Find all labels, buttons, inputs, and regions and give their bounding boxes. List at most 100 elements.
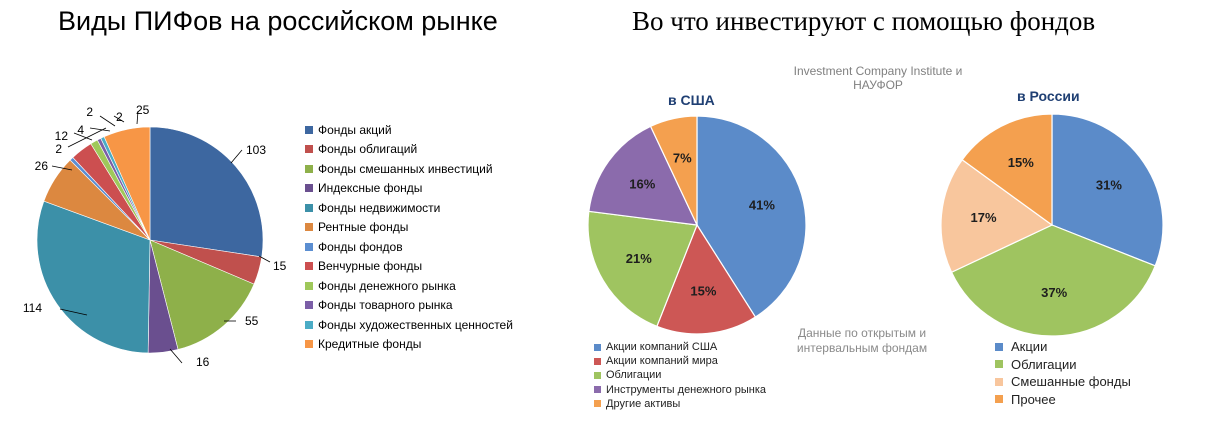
pif-types-data-label-9: 2 (86, 105, 93, 119)
usa-legend-item-облигации: Облигации (594, 368, 766, 382)
pif-types-leader-3 (169, 348, 183, 364)
russia-slice-акции (1051, 113, 1164, 267)
legend-label: Другие активы (606, 397, 681, 410)
usa-slice-акции-компаний-мира (656, 223, 757, 335)
usa-data-label-3: 16% (629, 177, 655, 192)
legend-label: Облигации (1011, 356, 1077, 372)
usa-slice-акции-компаний-сша (696, 115, 807, 318)
legend-label: Фонды денежного рынка (318, 278, 456, 293)
legend-swatch (305, 262, 313, 271)
legend-label: Фонды смешанных инвестиций (318, 161, 493, 176)
right-section-title: Во что инвестируют с помощью фондов (632, 6, 1096, 36)
pif-types-data-label-11: 25 (136, 103, 150, 117)
pif-types-leader-0 (230, 149, 243, 164)
legend-swatch (594, 371, 601, 379)
legend-label: Акции (1011, 339, 1048, 355)
pif-types-legend-item-фонды-художественных-ценностей: Фонды художественных ценностей (305, 315, 513, 335)
legend-swatch (594, 357, 601, 365)
russia-pie: 31% 37% 17% 15% (940, 113, 1164, 337)
russia-data-label-2: 17% (970, 210, 996, 225)
legend-swatch (305, 320, 313, 329)
legend-swatch (995, 342, 1003, 351)
pif-types-legend-item-фонды-денежного-рынка: Фонды денежного рынка (305, 276, 513, 296)
russia-legend-item-акции: Акции (995, 338, 1131, 356)
legend-swatch (995, 360, 1003, 369)
pif-types-legend-item-индексные-фонды: Индексные фонды (305, 179, 513, 199)
legend-label: Венчурные фонды (318, 259, 423, 274)
russia-legend: Акции Облигации Смешанные фонды Прочее (995, 338, 1131, 408)
pif-types-leader-5 (51, 165, 73, 171)
legend-swatch (305, 340, 313, 349)
pif-types-slice-фонды-акций (149, 126, 264, 258)
pif-types-data-label-7: 12 (55, 129, 69, 143)
usa-data-label-0: 41% (749, 198, 775, 213)
pif-types-data-label-2: 55 (245, 314, 259, 328)
pif-types-legend: Фонды акций Фонды облигаций Фонды смешанны… (305, 120, 513, 354)
pif-types-legend-item-фонды-облигаций: Фонды облигаций (305, 140, 513, 160)
legend-swatch (305, 125, 313, 134)
pif-types-slice-фонды-недвижимости (36, 200, 151, 354)
usa-pie: 41% 15% 21% 16% 7% (587, 115, 807, 335)
pif-types-legend-item-кредитные-фонды: Кредитные фонды (305, 335, 513, 355)
usa-slice-инструменты-денежного-рынка (588, 125, 699, 226)
legend-swatch (995, 395, 1003, 404)
usa-legend-item-инструменты-денежного-рынка: Инструменты денежного рынка (594, 383, 766, 397)
legend-swatch (305, 184, 313, 193)
russia-data-label-0: 31% (1096, 178, 1122, 193)
pif-types-data-label-4: 114 (23, 301, 42, 315)
pif-types-data-label-0: 103 (246, 143, 266, 157)
usa-data-label-2: 21% (626, 251, 652, 266)
pif-types-legend-item-фонды-смешанных-инвестиций: Фонды смешанных инвестиций (305, 159, 513, 179)
usa-legend-item-акции-компаний-мира: Акции компаний мира (594, 354, 766, 368)
usa-slice-облигации (587, 210, 698, 328)
legend-label: Фонды облигаций (318, 142, 418, 157)
usa-legend: Акции компаний США Акции компаний мира Обл… (594, 340, 766, 411)
legend-label: Облигации (606, 369, 662, 382)
pif-types-data-label-6: 2 (55, 142, 62, 156)
legend-swatch (305, 301, 313, 310)
legend-swatch (594, 386, 601, 394)
pif-types-leader-4 (59, 308, 88, 316)
legend-swatch (995, 377, 1003, 386)
legend-label: Акции компаний США (606, 341, 718, 354)
pif-types-data-label-10: 2 (116, 110, 123, 124)
pif-types-leader-11 (136, 110, 139, 125)
pif-types-legend-item-фонды-акций: Фонды акций (305, 120, 513, 140)
usa-chart-title: в США (668, 92, 715, 108)
usa-slice-другие-активы (649, 115, 698, 226)
russia-chart-title: в России (1017, 88, 1080, 104)
legend-swatch (305, 223, 313, 232)
pif-types-legend-item-фонды-фондов: Фонды фондов (305, 237, 513, 257)
pif-types-leader-10 (113, 115, 125, 123)
russia-legend-item-смешанные-фонды: Смешанные фонды (995, 373, 1131, 391)
pif-types-legend-item-фонды-товарного-рынка: Фонды товарного рынка (305, 296, 513, 316)
russia-slice-облигации (950, 224, 1156, 337)
data-source-text: Investment Company Institute и НАУФОР (793, 64, 963, 92)
data-note-text: Данные по открытым и интервальным фондам (796, 326, 928, 355)
legend-label: Фонды художественных ценностей (318, 317, 513, 332)
legend-label: Кредитные фонды (318, 337, 422, 352)
legend-label: Фонды недвижимости (318, 200, 441, 215)
legend-label: Фонды фондов (318, 239, 403, 254)
pif-types-slice-кредитные-фонды (103, 126, 151, 241)
legend-label: Прочее (1011, 391, 1056, 407)
russia-data-label-3: 15% (1008, 155, 1034, 170)
legend-swatch (594, 343, 601, 351)
pif-types-leader-1 (258, 255, 271, 263)
pif-types-data-label-1: 15 (273, 259, 287, 273)
legend-label: Акции компаний мира (606, 355, 718, 368)
pif-types-legend-item-фонды-недвижимости: Фонды недвижимости (305, 198, 513, 218)
legend-label: Фонды акций (318, 122, 392, 137)
usa-legend-item-акции-компаний-сша: Акции компаний США (594, 340, 766, 354)
usa-data-label-4: 7% (673, 150, 692, 165)
legend-swatch (594, 400, 601, 408)
pif-types-leader-7 (73, 132, 93, 141)
legend-label: Рентные фонды (318, 220, 409, 235)
legend-label: Смешанные фонды (1011, 374, 1131, 390)
legend-label: Инструменты денежного рынка (606, 383, 767, 396)
russia-slice-смешанные-фонды (940, 158, 1054, 274)
left-chart-title: Виды ПИФов на российском рынке (58, 6, 498, 36)
legend-label: Фонды товарного рынка (318, 298, 453, 313)
